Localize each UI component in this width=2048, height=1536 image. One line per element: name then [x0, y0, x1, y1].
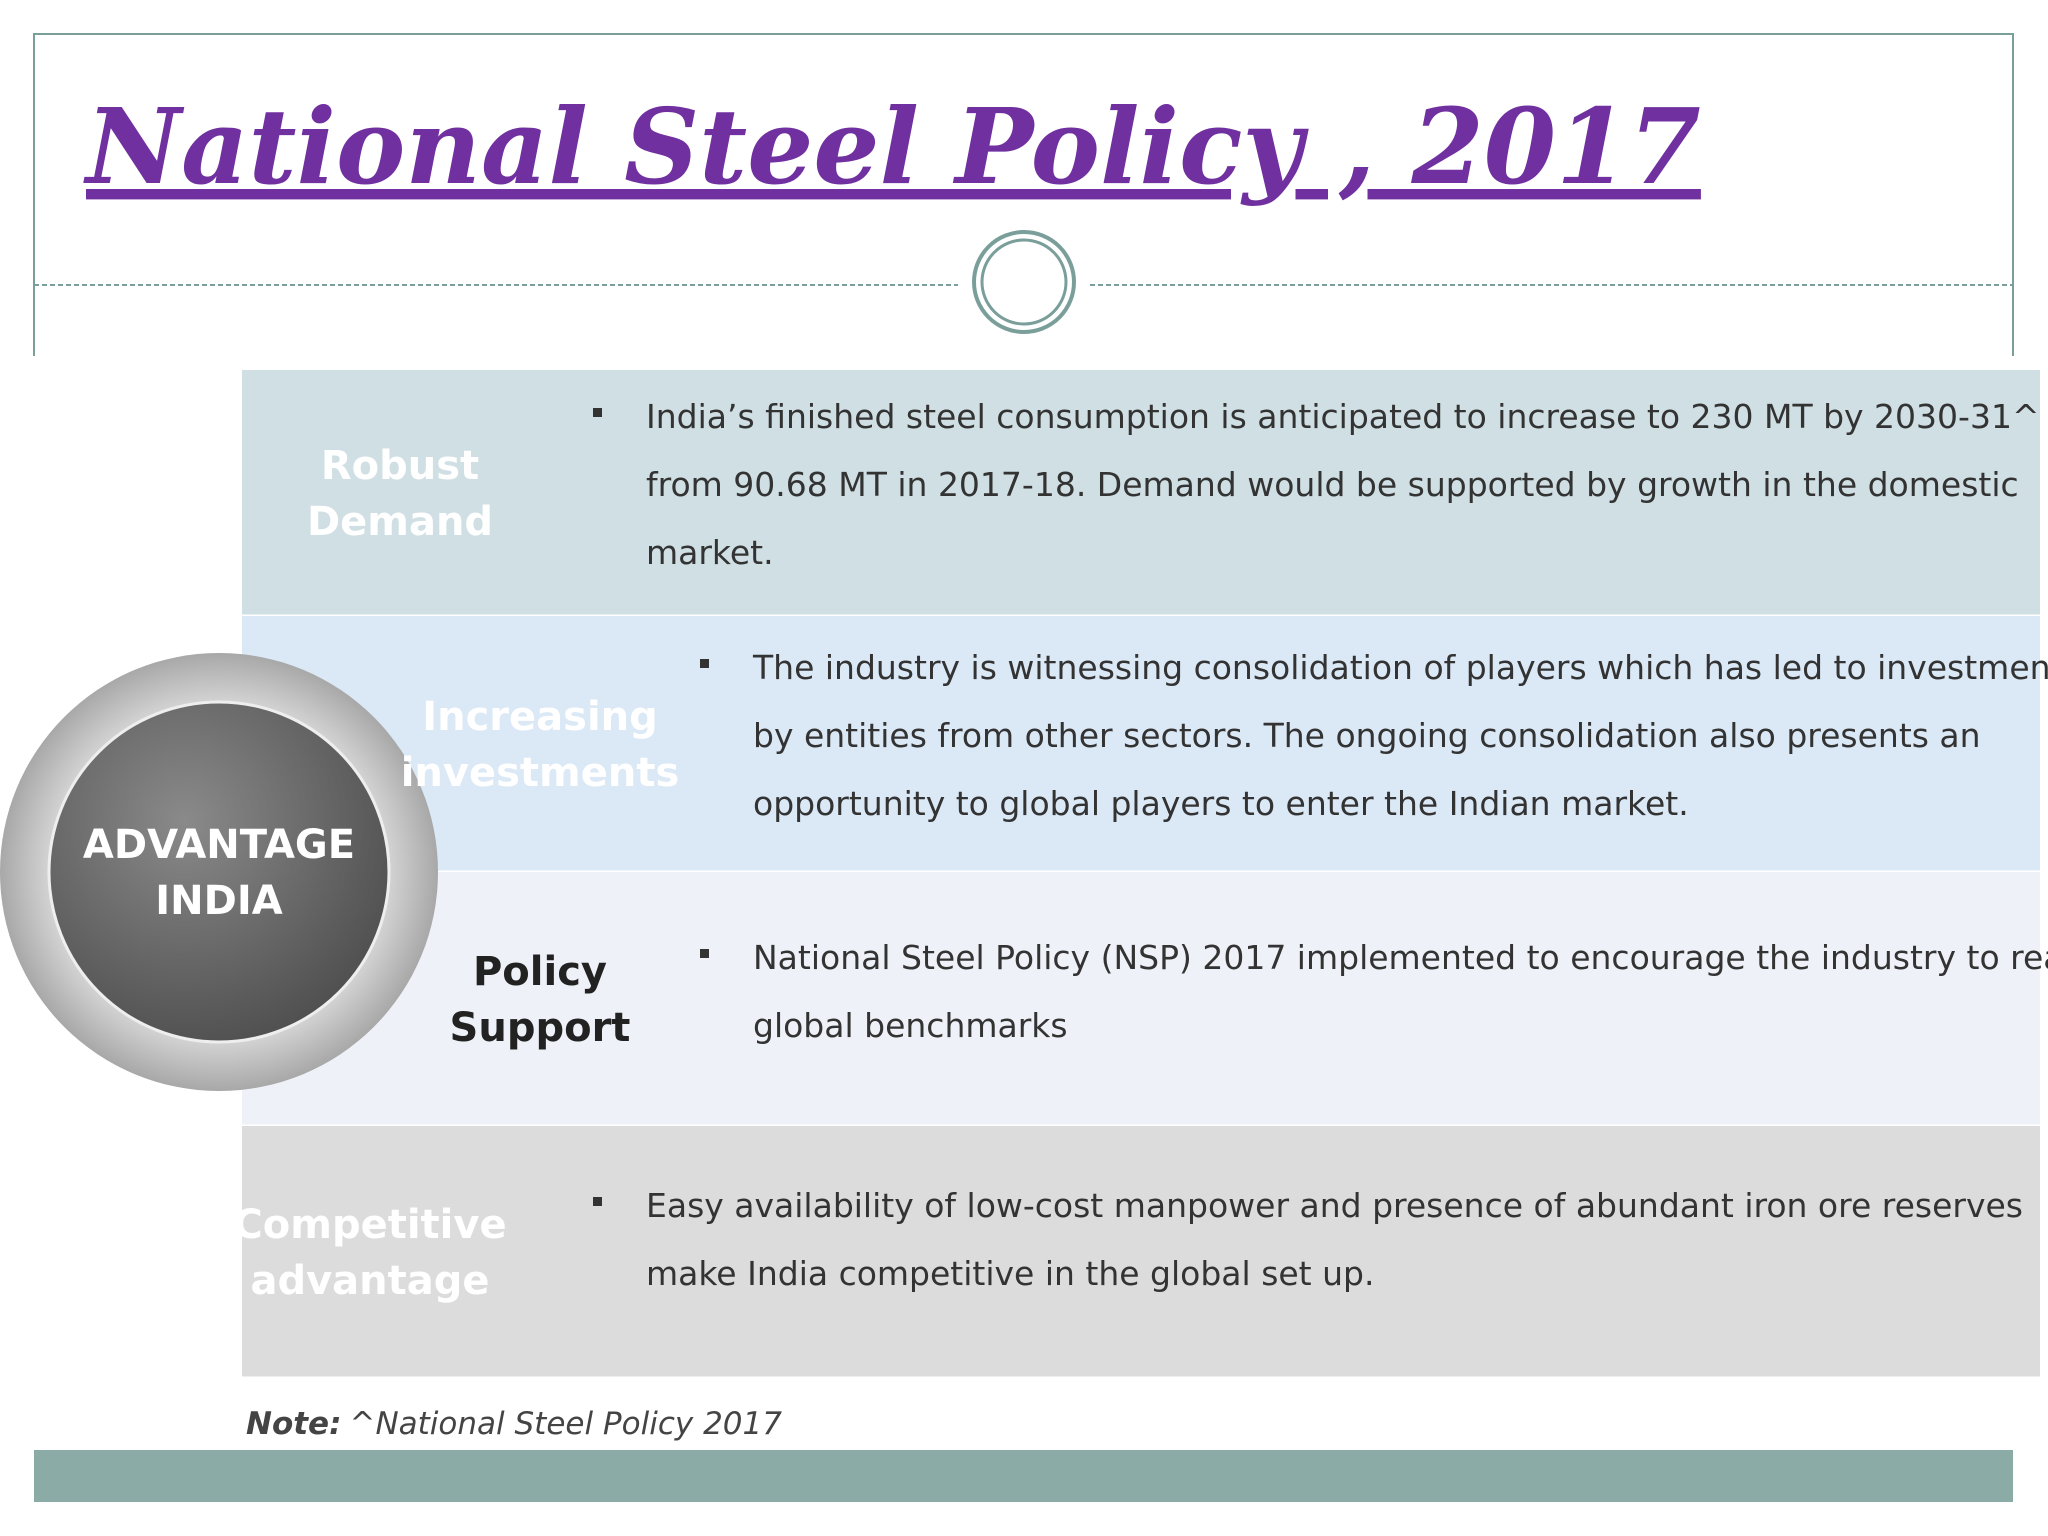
- bullet: [700, 659, 709, 668]
- row-text: The industry is witnessing consolidation…: [752, 648, 2048, 687]
- frame: [33, 33, 2014, 356]
- row-text: make India competitive in the global set…: [646, 1254, 1374, 1293]
- row-label: Policy: [473, 949, 607, 995]
- bullet: [593, 408, 602, 417]
- row-label: Demand: [307, 499, 493, 545]
- row-label: Increasing: [422, 694, 658, 740]
- center-label: ADVANTAGE INDIA: [83, 822, 355, 924]
- row-text: Easy availability of low-cost manpower a…: [646, 1186, 2023, 1225]
- row-label: Competitive: [233, 1202, 506, 1248]
- bullet: [593, 1197, 602, 1206]
- note: Note: ^National Steel Policy 2017: [246, 1406, 782, 1442]
- title: National Steel Policy , 2017: [83, 85, 1701, 208]
- center-circle: [47, 700, 391, 1044]
- center-text: INDIA: [155, 878, 282, 924]
- row-text: from 90.68 MT in 2017-18. Demand would b…: [646, 465, 2019, 504]
- row-label: investments: [401, 750, 680, 796]
- row-text: National Steel Policy (NSP) 2017 impleme…: [753, 938, 2048, 977]
- row-band: [242, 1126, 2040, 1378]
- row-band: [242, 872, 2040, 1126]
- row-label: Support: [450, 1005, 631, 1051]
- row-text: by entities from other sectors. The ongo…: [753, 716, 1981, 755]
- row-band: [242, 370, 2040, 616]
- note-text: ^National Steel Policy 2017: [349, 1406, 782, 1442]
- row-text: global benchmarks: [753, 1006, 1068, 1045]
- bands: India’s finished steel consumption is an…: [242, 370, 2048, 1380]
- row-band: [242, 616, 2040, 872]
- row-text: market.: [646, 533, 774, 572]
- center-text: ADVANTAGE: [83, 822, 355, 868]
- row-label: advantage: [250, 1258, 489, 1304]
- bullet: [700, 949, 709, 958]
- row-text: opportunity to global players to enter t…: [753, 784, 1689, 823]
- footer-bar: [34, 1450, 2013, 1502]
- note-label: Note:: [246, 1406, 341, 1442]
- row-label: Robust: [321, 443, 479, 489]
- row-text: India’s finished steel consumption is an…: [646, 397, 2040, 436]
